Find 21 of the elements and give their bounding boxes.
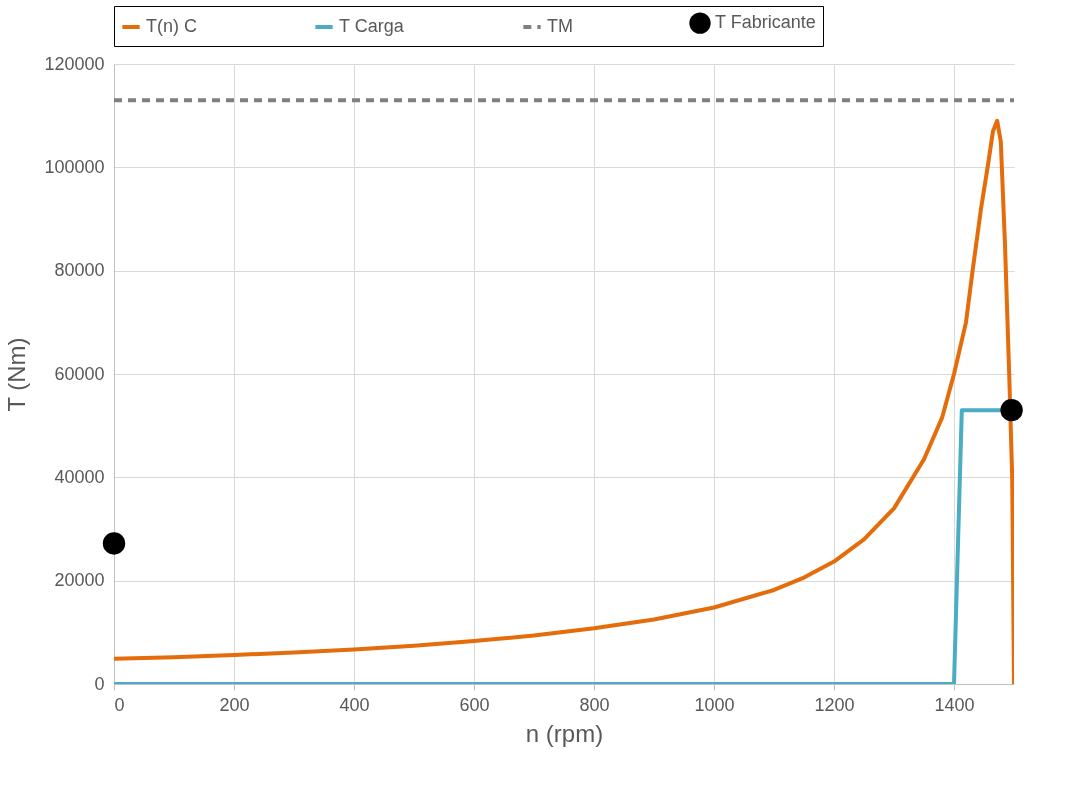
y-axis-title: T (Nm) xyxy=(3,337,31,412)
legend-label: T Carga xyxy=(339,16,405,36)
y-tick-label: 100000 xyxy=(44,156,105,177)
x-tick-label: 1200 xyxy=(814,694,855,715)
x-tick-label: 600 xyxy=(459,694,490,715)
x-tick-label: 400 xyxy=(339,694,370,715)
y-tick-label: 120000 xyxy=(44,53,105,74)
y-tick-label: 60000 xyxy=(54,363,105,384)
y-tick-label: 80000 xyxy=(54,260,105,281)
y-tick-label: 20000 xyxy=(54,570,105,591)
x-tick-label: 800 xyxy=(579,694,610,715)
legend-label: T Fabricante xyxy=(715,12,816,33)
x-axis-title: n (rpm) xyxy=(525,719,604,747)
x-tick-label: 1400 xyxy=(934,694,975,715)
x-tick-label: 0 xyxy=(114,694,125,715)
x-tick-label: 1000 xyxy=(694,694,735,715)
legend-label: T(n) C xyxy=(146,16,197,36)
legend-label: TM xyxy=(547,16,573,36)
x-tick-label: 200 xyxy=(219,694,250,715)
y-tick-label: 0 xyxy=(94,673,105,694)
y-tick-label: 40000 xyxy=(54,466,105,487)
